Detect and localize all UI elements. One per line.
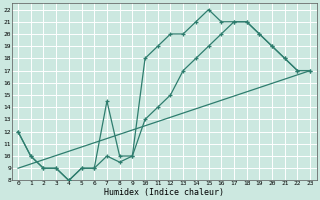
X-axis label: Humidex (Indice chaleur): Humidex (Indice chaleur): [104, 188, 224, 197]
